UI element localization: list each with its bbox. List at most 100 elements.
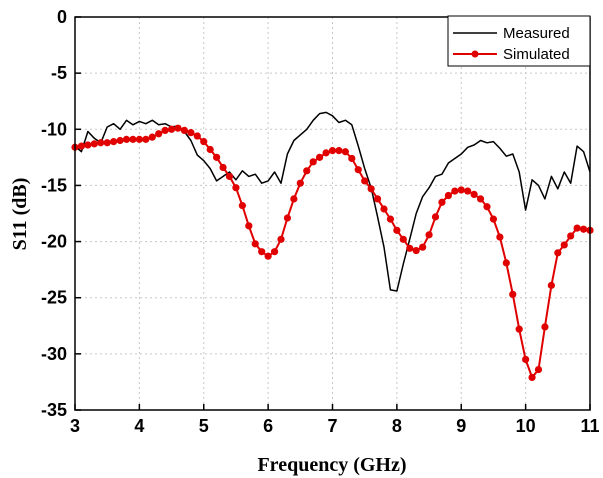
data-point-simulated <box>476 195 485 203</box>
x-tick-label: 7 <box>327 416 337 436</box>
data-point-simulated <box>515 325 523 333</box>
data-point-simulated <box>502 259 510 267</box>
data-point-simulated <box>341 148 349 156</box>
data-point-simulated <box>316 153 324 161</box>
x-tick-label: 8 <box>392 416 402 436</box>
data-point-simulated <box>90 140 98 148</box>
data-point-simulated <box>309 158 317 166</box>
data-point-simulated <box>225 172 234 181</box>
data-point-simulated <box>322 149 330 157</box>
data-point-simulated <box>528 373 536 382</box>
y-tick-label: -5 <box>51 63 67 83</box>
data-point-simulated <box>573 224 581 232</box>
data-point-simulated <box>386 215 395 223</box>
x-tick-label: 4 <box>134 416 144 436</box>
data-point-simulated <box>135 135 143 143</box>
data-point-simulated <box>283 214 292 222</box>
data-point-simulated <box>567 232 575 240</box>
x-axis: 3 4 5 6 7 8 9 10 11 <box>70 404 600 436</box>
x-tick-label: 10 <box>516 416 536 436</box>
y-axis-title: S11 (dB) <box>9 178 31 251</box>
data-point-simulated <box>367 185 375 193</box>
data-point-simulated <box>258 248 266 256</box>
data-point-simulated <box>496 233 504 241</box>
data-point-simulated <box>470 190 478 199</box>
data-point-simulated <box>264 252 272 260</box>
data-point-simulated <box>142 135 150 143</box>
data-point-simulated <box>148 133 156 141</box>
data-point-simulated <box>348 154 356 163</box>
data-point-simulated <box>193 132 201 140</box>
y-tick-label: 0 <box>57 7 67 27</box>
x-axis-title: Frequency (GHz) <box>257 454 406 476</box>
y-axis: 0 -5 -10 -15 -20 -25 -30 -35 <box>41 7 81 420</box>
x-tick-label: 9 <box>456 416 466 436</box>
data-point-simulated <box>412 246 420 255</box>
data-point-simulated <box>335 147 343 155</box>
data-point-simulated <box>554 249 562 257</box>
data-point-simulated <box>547 281 555 289</box>
data-point-simulated <box>328 147 337 155</box>
data-point-simulated <box>438 198 446 206</box>
data-point-simulated <box>110 138 118 146</box>
data-point-simulated <box>200 138 208 146</box>
data-point-simulated <box>373 195 382 203</box>
data-point-simulated <box>483 203 491 211</box>
x-tick-label: 11 <box>580 416 599 436</box>
series-line-measured <box>74 111 591 292</box>
data-point-simulated <box>457 186 465 194</box>
data-point-simulated <box>290 195 298 203</box>
data-point-simulated <box>541 323 549 331</box>
data-point-simulated <box>161 126 169 135</box>
y-tick-label: -30 <box>41 344 67 364</box>
x-tick-label: 6 <box>263 416 273 436</box>
data-point-simulated <box>522 355 530 364</box>
series-layer <box>71 111 594 382</box>
legend-simulated-marker <box>471 50 479 58</box>
data-point-simulated <box>270 248 279 256</box>
y-tick-label: -25 <box>41 288 67 308</box>
data-point-simulated <box>97 139 105 147</box>
y-tick-label: -20 <box>41 232 67 252</box>
data-point-simulated <box>245 222 253 230</box>
data-point-simulated <box>251 240 259 248</box>
legend-simulated-label: Simulated <box>503 46 570 63</box>
data-point-simulated <box>399 235 407 243</box>
data-point-simulated <box>174 124 182 132</box>
data-point-simulated <box>560 241 568 249</box>
data-point-simulated <box>122 135 131 143</box>
y-tick-label: -35 <box>41 400 67 420</box>
legend-measured-label: Measured <box>503 25 570 42</box>
data-point-simulated <box>296 179 304 187</box>
legend: Measured Simulated <box>447 15 591 67</box>
data-point-simulated <box>419 243 427 251</box>
data-point-simulated <box>77 142 86 150</box>
data-point-simulated <box>534 365 543 374</box>
data-point-simulated <box>354 166 362 174</box>
data-point-simulated <box>84 141 92 149</box>
data-point-simulated <box>103 139 111 147</box>
data-point-simulated <box>451 187 459 195</box>
data-point-simulated <box>444 191 452 200</box>
data-point-simulated <box>116 136 124 145</box>
data-point-simulated <box>187 129 195 137</box>
data-point-simulated <box>303 167 311 175</box>
data-point-simulated <box>489 215 498 223</box>
data-point-simulated <box>431 213 440 221</box>
data-point-simulated <box>509 290 517 298</box>
data-point-simulated <box>425 231 433 239</box>
data-point-simulated <box>213 153 221 161</box>
data-point-simulated <box>232 184 240 192</box>
legend-box <box>447 15 591 67</box>
data-point-simulated <box>464 187 472 195</box>
data-point-simulated <box>579 225 588 233</box>
data-point-simulated <box>393 226 401 234</box>
y-tick-label: -15 <box>41 175 67 195</box>
data-point-simulated <box>219 163 227 172</box>
data-point-simulated <box>406 244 414 252</box>
data-point-simulated <box>129 135 137 143</box>
x-tick-label: 3 <box>70 416 80 436</box>
data-point-simulated <box>238 202 246 210</box>
data-point-simulated <box>361 177 369 185</box>
